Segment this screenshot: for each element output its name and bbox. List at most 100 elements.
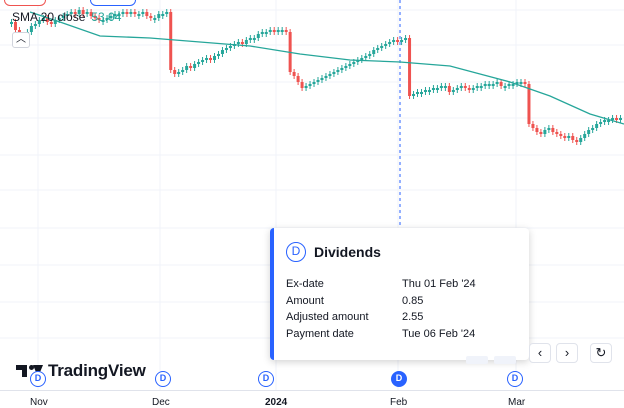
candle-body [89,12,93,16]
candle-body [579,138,583,142]
sma-legend-label: SMA 20 close [12,10,86,24]
candle-body [392,40,396,42]
candle-body [125,12,129,14]
candle-body [491,84,495,86]
candle-body [216,54,220,56]
candle-body [292,72,296,76]
candle-body [29,26,33,32]
candle-body [85,12,89,14]
candle-body [304,86,308,88]
candle-body [531,124,535,128]
time-axis[interactable]: Nov Dec 2024 Feb Mar [0,390,624,408]
time-tick-mar: Mar [508,397,526,408]
candle-body [308,84,312,86]
candle-body [583,134,587,138]
candle-body [248,38,252,40]
candle-body [388,42,392,44]
reset-icon: ↻ [595,345,607,360]
candle-body [129,12,133,14]
candle-body [575,140,579,142]
candle-body [567,136,571,138]
candle-body [97,18,101,20]
candle-body [77,10,81,14]
zoom-in-button[interactable] [494,356,516,364]
candle-body [133,12,137,14]
candle-body [607,120,611,122]
candle-body [364,56,368,58]
candle-body [101,20,105,22]
candle-body [344,66,348,68]
candle-body [615,118,619,120]
candle-body [205,58,209,60]
candle-body [499,82,503,86]
time-tick-dec: Dec [152,397,170,408]
candle-body [356,60,360,62]
candle-body [423,90,427,92]
tooltip-row-ex-date: Ex-date Thu 01 Feb '24 [286,276,529,293]
candle-body [543,130,547,134]
candle-body [475,86,479,88]
candle-body [455,88,459,90]
candle-body [515,82,519,84]
candle-body [400,40,404,42]
candle-body [236,42,240,44]
candle-body [603,120,607,122]
reset-chart-button[interactable]: ↻ [590,343,612,363]
candle-body [224,48,228,50]
scroll-forward-button[interactable]: › [556,343,578,363]
tooltip-value: 0.85 [402,294,424,307]
sma-legend[interactable]: SMA 20 close 53.04 [12,10,121,24]
candle-body [185,66,189,70]
candle-body [41,18,45,20]
candle-body [372,50,376,54]
candle-body [591,128,595,130]
scroll-back-button[interactable]: ‹ [529,343,551,363]
chart-area[interactable]: SMA 20 close 53.04 ︿ D Dividends Ex-date… [0,0,624,390]
sma-line [29,11,624,125]
candle-body [463,86,467,88]
candle-body [272,30,276,32]
dividend-badge-icon: D [286,242,306,262]
candle-body [332,72,336,74]
candle-body [348,64,352,66]
candle-body [220,50,224,54]
tooltip-row-payment-date: Payment date Tue 06 Feb '24 [286,326,529,343]
candle-body [69,12,73,14]
tooltip-key: Amount [286,294,324,307]
tooltip-key: Ex-date [286,278,324,291]
collapse-legend-button[interactable]: ︿ [12,32,30,48]
candle-body [419,92,423,94]
candle-body [599,122,603,124]
candle-body [396,40,400,42]
dividends-tooltip: D Dividends Ex-date Thu 01 Feb '24 Amoun… [270,228,529,360]
candle-body [189,66,193,68]
candle-body [280,30,284,32]
tooltip-value: 2.55 [402,311,424,324]
candle-body [547,128,551,130]
tooltip-header: D Dividends [286,242,529,262]
candle-body [587,130,591,134]
candle-body [435,88,439,90]
candle-body [157,14,161,18]
candle-body [427,90,431,92]
candle-body [352,62,356,64]
candle-body [260,32,264,34]
candle-body [121,12,125,14]
candle-body [535,128,539,132]
candle-body [300,82,304,88]
candle-body [523,82,527,84]
tooltip-title: Dividends [314,244,381,260]
candle-body [467,88,471,90]
dividend-marker[interactable]: D [155,371,171,387]
tradingview-wordmark: TradingView [48,361,146,380]
dividend-marker[interactable]: D [507,371,523,387]
candle-body [213,56,217,60]
time-tick-feb: Feb [390,397,408,408]
candle-body [49,22,53,24]
dividend-marker-active[interactable]: D [391,371,407,387]
candle-body [264,32,268,34]
dividend-marker[interactable]: D [30,371,46,387]
dividend-marker[interactable]: D [258,371,274,387]
sma-legend-value: 53.04 [91,10,122,24]
zoom-out-button[interactable] [466,356,488,364]
